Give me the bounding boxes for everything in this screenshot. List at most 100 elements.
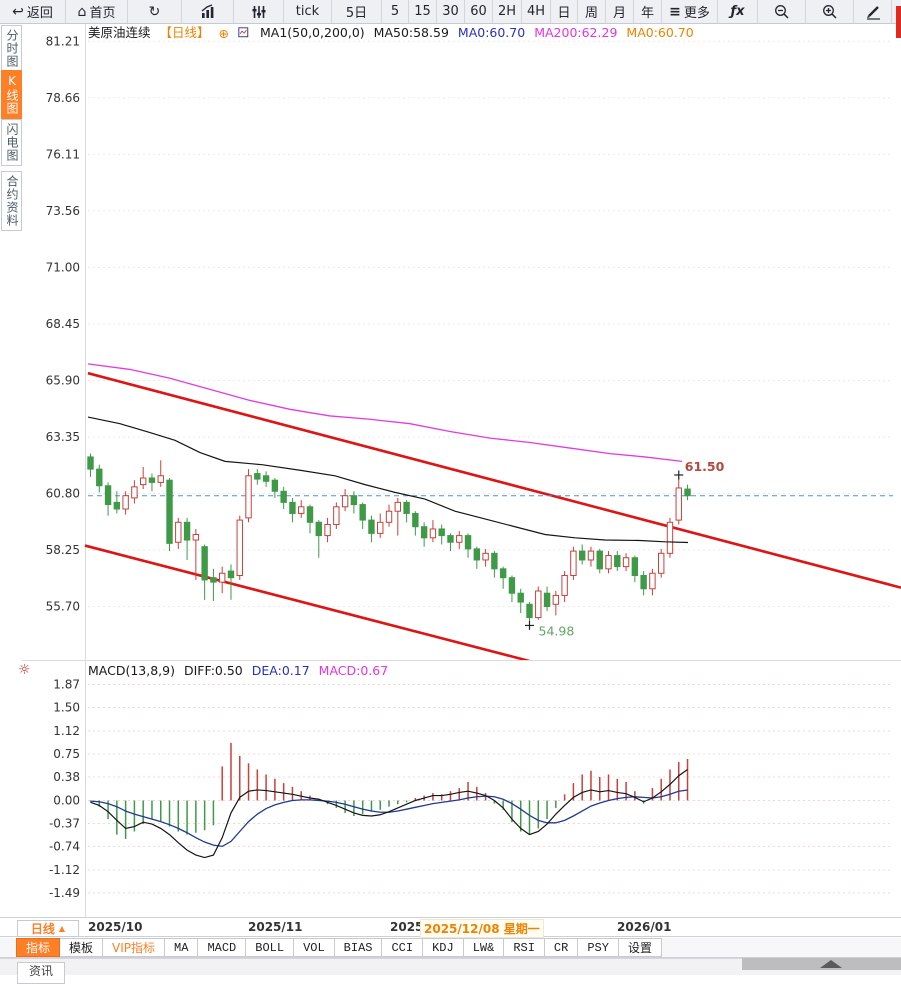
toolbar-day[interactable]: 日 <box>551 0 578 23</box>
main-pane <box>84 363 901 660</box>
tab-KDJ[interactable]: KDJ <box>423 938 464 957</box>
plus-circle-icon: ⊕ <box>218 26 230 41</box>
svg-text:1.87: 1.87 <box>53 678 80 692</box>
toolbar-tick[interactable]: tick <box>284 0 332 23</box>
toolbar-back-label: 返回 <box>26 6 53 21</box>
svg-text:58.25: 58.25 <box>46 543 80 557</box>
tab-LW&[interactable]: LW& <box>463 938 505 957</box>
sliders-icon <box>252 5 265 18</box>
svg-text:54.98: 54.98 <box>539 623 575 638</box>
toolbar-week[interactable]: 周 <box>578 0 606 23</box>
tab-BOLL[interactable]: BOLL <box>246 938 295 957</box>
header-segment-6: MA0:60.70 <box>457 25 526 40</box>
zoom-out-icon <box>774 4 789 19</box>
toolbar-5d[interactable]: 5日 <box>332 0 382 23</box>
tab-news[interactable]: 资讯 <box>17 962 65 984</box>
svg-text:-0.74: -0.74 <box>49 839 80 853</box>
svg-text:73.56: 73.56 <box>46 204 80 218</box>
price-annotations: 61.50 54.98 <box>525 459 725 638</box>
header-segment-1: DIFF:0.50 <box>183 663 243 678</box>
header-segment-1: 【日线】 <box>159 25 210 40</box>
tab-MACD[interactable]: MACD <box>198 938 247 957</box>
toolbar-zoom-in[interactable] <box>806 0 854 23</box>
svg-text:71.00: 71.00 <box>46 260 80 274</box>
zoom-in-icon <box>822 4 837 19</box>
header-segment-3: MACD:0.67 <box>318 663 389 678</box>
indicator-settings-sun-icon[interactable]: ☼ <box>18 662 31 678</box>
toolbar-kline-style[interactable] <box>234 0 284 23</box>
tab-BIAS[interactable]: BIAS <box>334 938 383 957</box>
toolbar-home-label: 首页 <box>89 6 116 21</box>
tab-设置[interactable]: 设置 <box>618 938 662 957</box>
toolbar-more-label: 更多 <box>683 6 710 21</box>
toolbar-m15-label: 15 <box>414 4 431 19</box>
toolbar-volume-chart[interactable] <box>182 0 234 23</box>
main-gridlines: 81.21 78.66 76.11 73.56 71.00 68.45 65.90 63.35… <box>46 34 893 614</box>
tab-VOL[interactable]: VOL <box>294 938 335 957</box>
triangle-up-icon: ▲ <box>58 924 66 933</box>
svg-text:76.11: 76.11 <box>46 147 80 161</box>
header-segment-7: MA200:62.29 <box>534 25 618 40</box>
toolbar-2h[interactable]: 2H <box>493 0 522 23</box>
scrollbar-collapse-handle[interactable] <box>820 960 842 968</box>
period-selector[interactable]: 日线 ▲ <box>17 920 79 937</box>
chart-frame <box>22 23 901 917</box>
date-label-5: 2026/01 <box>617 920 672 934</box>
period-label: 日线 <box>30 922 55 936</box>
toolbar-refresh[interactable]: ↻ <box>128 0 182 23</box>
chart-box-icon <box>238 27 249 38</box>
dea-line <box>90 789 688 848</box>
toolbar-4h-label: 4H <box>526 4 546 19</box>
sidebar-item-3[interactable]: 闪电图 <box>1 119 22 166</box>
svg-text:0.38: 0.38 <box>53 770 80 784</box>
header-segment-4: MA1(50,0,200,0) <box>260 25 365 40</box>
svg-text:55.70: 55.70 <box>46 600 80 614</box>
toolbar-more[interactable]: ≡ 更多 <box>662 0 718 23</box>
tab-CR[interactable]: CR <box>544 938 579 957</box>
toolbar-month[interactable]: 月 <box>606 0 634 23</box>
header-segment-2: DEA:0.17 <box>251 663 310 678</box>
sidebar-item-1[interactable]: 分时图 <box>1 25 22 72</box>
toolbar-m30-label: 30 <box>442 4 459 19</box>
pencil-icon <box>866 5 880 20</box>
toolbar-draw[interactable] <box>854 0 892 23</box>
toolbar-home[interactable]: ⌂ 首页 <box>66 0 128 23</box>
toolbar-m5[interactable]: 5 <box>382 0 409 23</box>
toolbar-2h-label: 2H <box>497 4 517 19</box>
macd-gridlines: 1.87 1.50 1.12 0.75 0.38 0.00 -0.37 -0.74 -1.12 -… <box>49 678 893 900</box>
tab-指标[interactable]: 指标 <box>16 938 61 957</box>
tab-RSI[interactable]: RSI <box>504 938 545 957</box>
toolbar-m15[interactable]: 15 <box>409 0 437 23</box>
svg-text:1.12: 1.12 <box>53 724 80 738</box>
toolbar-year-label: 年 <box>640 6 654 21</box>
toolbar-4h[interactable]: 4H <box>522 0 551 23</box>
tab-MA[interactable]: MA <box>165 938 199 957</box>
horizontal-scrollbar[interactable] <box>742 958 901 970</box>
toolbar-fx[interactable]: ƒx <box>718 0 758 23</box>
ma50-line <box>87 416 689 544</box>
toolbar-m60[interactable]: 60 <box>465 0 493 23</box>
toolbar-zoom-out[interactable] <box>758 0 806 23</box>
toolbar-month-label: 月 <box>612 6 626 21</box>
sidebar-item-4[interactable]: 合约资料 <box>1 171 22 231</box>
toolbar-m30[interactable]: 30 <box>437 0 465 23</box>
date-label-1: 2025/10 <box>88 920 143 934</box>
header-segment-0: MACD(13,8,9) <box>88 663 175 678</box>
tab-模板[interactable]: 模板 <box>60 938 104 957</box>
toolbar-year[interactable]: 年 <box>634 0 662 23</box>
ma200-line <box>87 363 683 463</box>
indicator-tabs: 指标 模板 VIP指标 MA MACD BOLL VOL BIAS CCI KDJ LW& RSI CR… <box>0 938 901 958</box>
toolbar-day-label: 日 <box>557 6 571 21</box>
toolbar-m5-label: 5 <box>390 4 400 19</box>
tab-VIP指标[interactable]: VIP指标 <box>103 938 166 957</box>
svg-text:65.90: 65.90 <box>46 373 80 387</box>
toolbar-back[interactable]: ↩ 返回 <box>0 0 66 23</box>
sidebar-item-2[interactable]: K线图 <box>1 70 22 119</box>
svg-text:61.50: 61.50 <box>685 459 725 474</box>
tab-PSY[interactable]: PSY <box>578 938 619 957</box>
tab-CCI[interactable]: CCI <box>382 938 424 957</box>
date-label-2: 2025/11 <box>248 920 303 934</box>
svg-text:-1.12: -1.12 <box>49 863 80 877</box>
svg-text:0.75: 0.75 <box>53 747 80 761</box>
